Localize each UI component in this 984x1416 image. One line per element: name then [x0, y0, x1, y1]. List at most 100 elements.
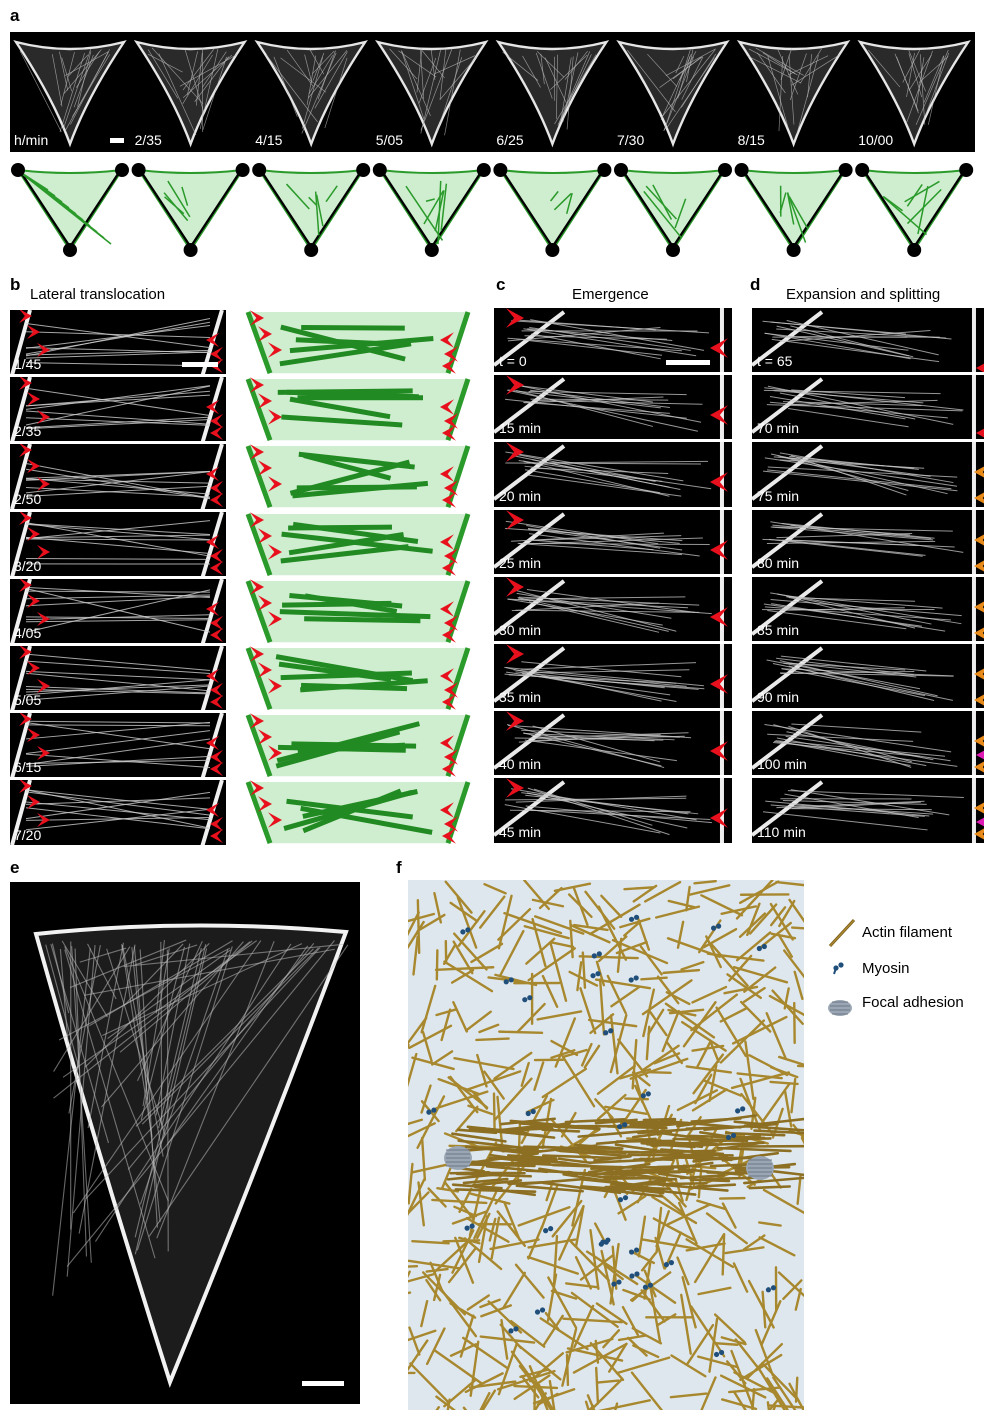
panel-d-frame-7: 110 min: [752, 778, 984, 843]
panel-b-micrographs: 1/45 2/35 2/50 3/20 4/05 5/05 6/15 7/20: [10, 310, 226, 846]
legend-myosin-label: Myosin: [862, 960, 910, 977]
panel-a-cell-4: [495, 40, 610, 148]
panel-b-time-6: 6/15: [14, 759, 42, 776]
panel-a-cell-6: [736, 40, 851, 148]
panel-a-schematic-4: [493, 163, 612, 257]
myosin-0: [603, 1028, 614, 1036]
actin-network: [372, 878, 852, 1416]
panel-a-time-6: 8/15: [737, 132, 765, 148]
panel-b-time-5: 5/05: [14, 692, 42, 709]
panel-d-time-7: 110 min: [757, 823, 806, 840]
panel-b-time-7: 7/20: [14, 826, 42, 843]
panel-c-frame-0: t = 0: [494, 308, 732, 373]
myosin-22: [725, 1132, 737, 1141]
myosin-13: [464, 1223, 475, 1231]
myosin-6: [628, 914, 640, 922]
panel-c-time-1: 15 min: [499, 420, 542, 437]
myosin-16: [713, 1349, 725, 1358]
panel-c-time-5: 35 min: [499, 689, 542, 706]
myosin-19: [629, 1271, 640, 1279]
panel-a-time-0: h/min: [14, 132, 49, 148]
myosin-10: [642, 1282, 654, 1290]
panel-d-time-3: 80 min: [757, 554, 800, 571]
panel-b-frame-6: 6/15: [10, 713, 226, 778]
panel-d-frame-5: 90 min: [752, 644, 984, 709]
panel-b-frame-3: 3/20: [10, 511, 226, 576]
myosin-icon: [833, 962, 844, 975]
panel-a-schematic-3: [372, 163, 491, 257]
myosin-17: [522, 995, 533, 1003]
panel-a-schematic-0: [11, 163, 129, 257]
panel-c-frame-1: 15 min: [494, 375, 732, 440]
panel-d-frame-4: 85 min: [752, 576, 984, 641]
panel-b-time-2: 2/50: [14, 490, 42, 507]
panel-a-time-1: 2/35: [134, 132, 162, 148]
panel-b-schematic-3: [245, 511, 471, 576]
legend-adhesion-label: Focal adhesion: [862, 994, 964, 1011]
panel-c-frame-6: 40 min: [494, 711, 732, 776]
myosin-25: [600, 1237, 611, 1245]
scale-bar: [182, 362, 218, 367]
panel-a-time-7: 10/00: [858, 132, 894, 148]
myosin-24: [590, 971, 601, 979]
panel-d-time-2: 75 min: [757, 487, 800, 504]
myosin-23: [543, 1226, 554, 1234]
panel-a-cell-3: [375, 40, 489, 148]
myosin-20: [756, 943, 767, 952]
myosin-28: [460, 927, 471, 935]
panel-d-frame-2: 75 min: [752, 442, 984, 507]
panel-a-schematic-row: [10, 158, 975, 260]
panel-c-title: Emergence: [572, 286, 649, 303]
panel-f-simulation: [372, 878, 852, 1416]
panel-c-time-4: 30 min: [499, 621, 542, 638]
panel-b-schematics: [240, 310, 476, 846]
panel-a-schematic-7: [855, 163, 974, 257]
panel-a-schematic-2: [252, 163, 371, 257]
panel-b-frame-1: 2/35: [10, 377, 226, 442]
panel-a-time-4: 6/25: [496, 132, 524, 148]
panel-a-cell-5: [616, 40, 730, 148]
panel-b-schematic-1: [245, 377, 471, 442]
legend-actin-label: Actin filament: [862, 924, 953, 941]
panel-d-frame-0: t = 65: [752, 308, 984, 373]
panel-b-frame-4: 4/05: [10, 578, 226, 643]
panel-b-frame-7: 7/20: [10, 780, 226, 845]
panel-b-frame-2: 2/50: [10, 444, 226, 509]
panel-d-time-5: 90 min: [757, 689, 800, 706]
panel-d-title: Expansion and splitting: [786, 286, 941, 303]
panel-b-schematic-6: [245, 713, 471, 778]
panel-d-frame-6: 100 min: [752, 711, 984, 776]
panel-a-time-3: 5/05: [375, 132, 404, 148]
myosin-29: [628, 975, 639, 983]
panel-c-time-0: t = 0: [499, 353, 527, 370]
myosin-5: [617, 1195, 629, 1203]
panel-b-time-1: 2/35: [14, 423, 42, 440]
myosin-15: [503, 977, 514, 985]
panel-a-time-5: 7/30: [617, 132, 645, 148]
panel-b-time-3: 3/20: [14, 557, 42, 574]
panel-label-b: b: [10, 275, 21, 294]
focal-adhesion-1: [746, 1156, 774, 1180]
panel-d-time-0: t = 65: [757, 353, 793, 370]
panel-c-micrographs: t = 0 15 min 20 min 25 min 30 min 35 min 40 mi…: [494, 308, 732, 846]
myosin-7: [628, 1247, 640, 1255]
myosin-14: [525, 1108, 536, 1117]
panel-a-micrograph-strip: h/min 2/35 4/15 5/05 6/25 7/30 8/15 10/00: [10, 32, 975, 152]
myosin-21: [426, 1107, 437, 1115]
panel-a-schematic-5: [614, 163, 732, 257]
panel-c-frame-5: 35 min: [494, 644, 732, 709]
panel-e-micrograph: [10, 882, 360, 1404]
myosin-8: [765, 1285, 777, 1293]
scale-bar: [666, 360, 710, 365]
panel-label-f: f: [396, 858, 402, 877]
panel-b-schematic-4: [245, 579, 471, 643]
panel-b-schematic-5: [245, 646, 471, 711]
myosin-9: [663, 1260, 675, 1268]
panel-a-cell-1: [133, 40, 248, 148]
panel-a-cell-7: [857, 40, 971, 148]
panel-a-cell-2: [254, 40, 368, 148]
panel-c-frame-3: 25 min: [494, 509, 732, 574]
panel-b-time-0: 1/45: [14, 356, 42, 373]
panel-c-frame-7: 45 min: [494, 778, 732, 843]
myosin-27: [711, 923, 722, 931]
